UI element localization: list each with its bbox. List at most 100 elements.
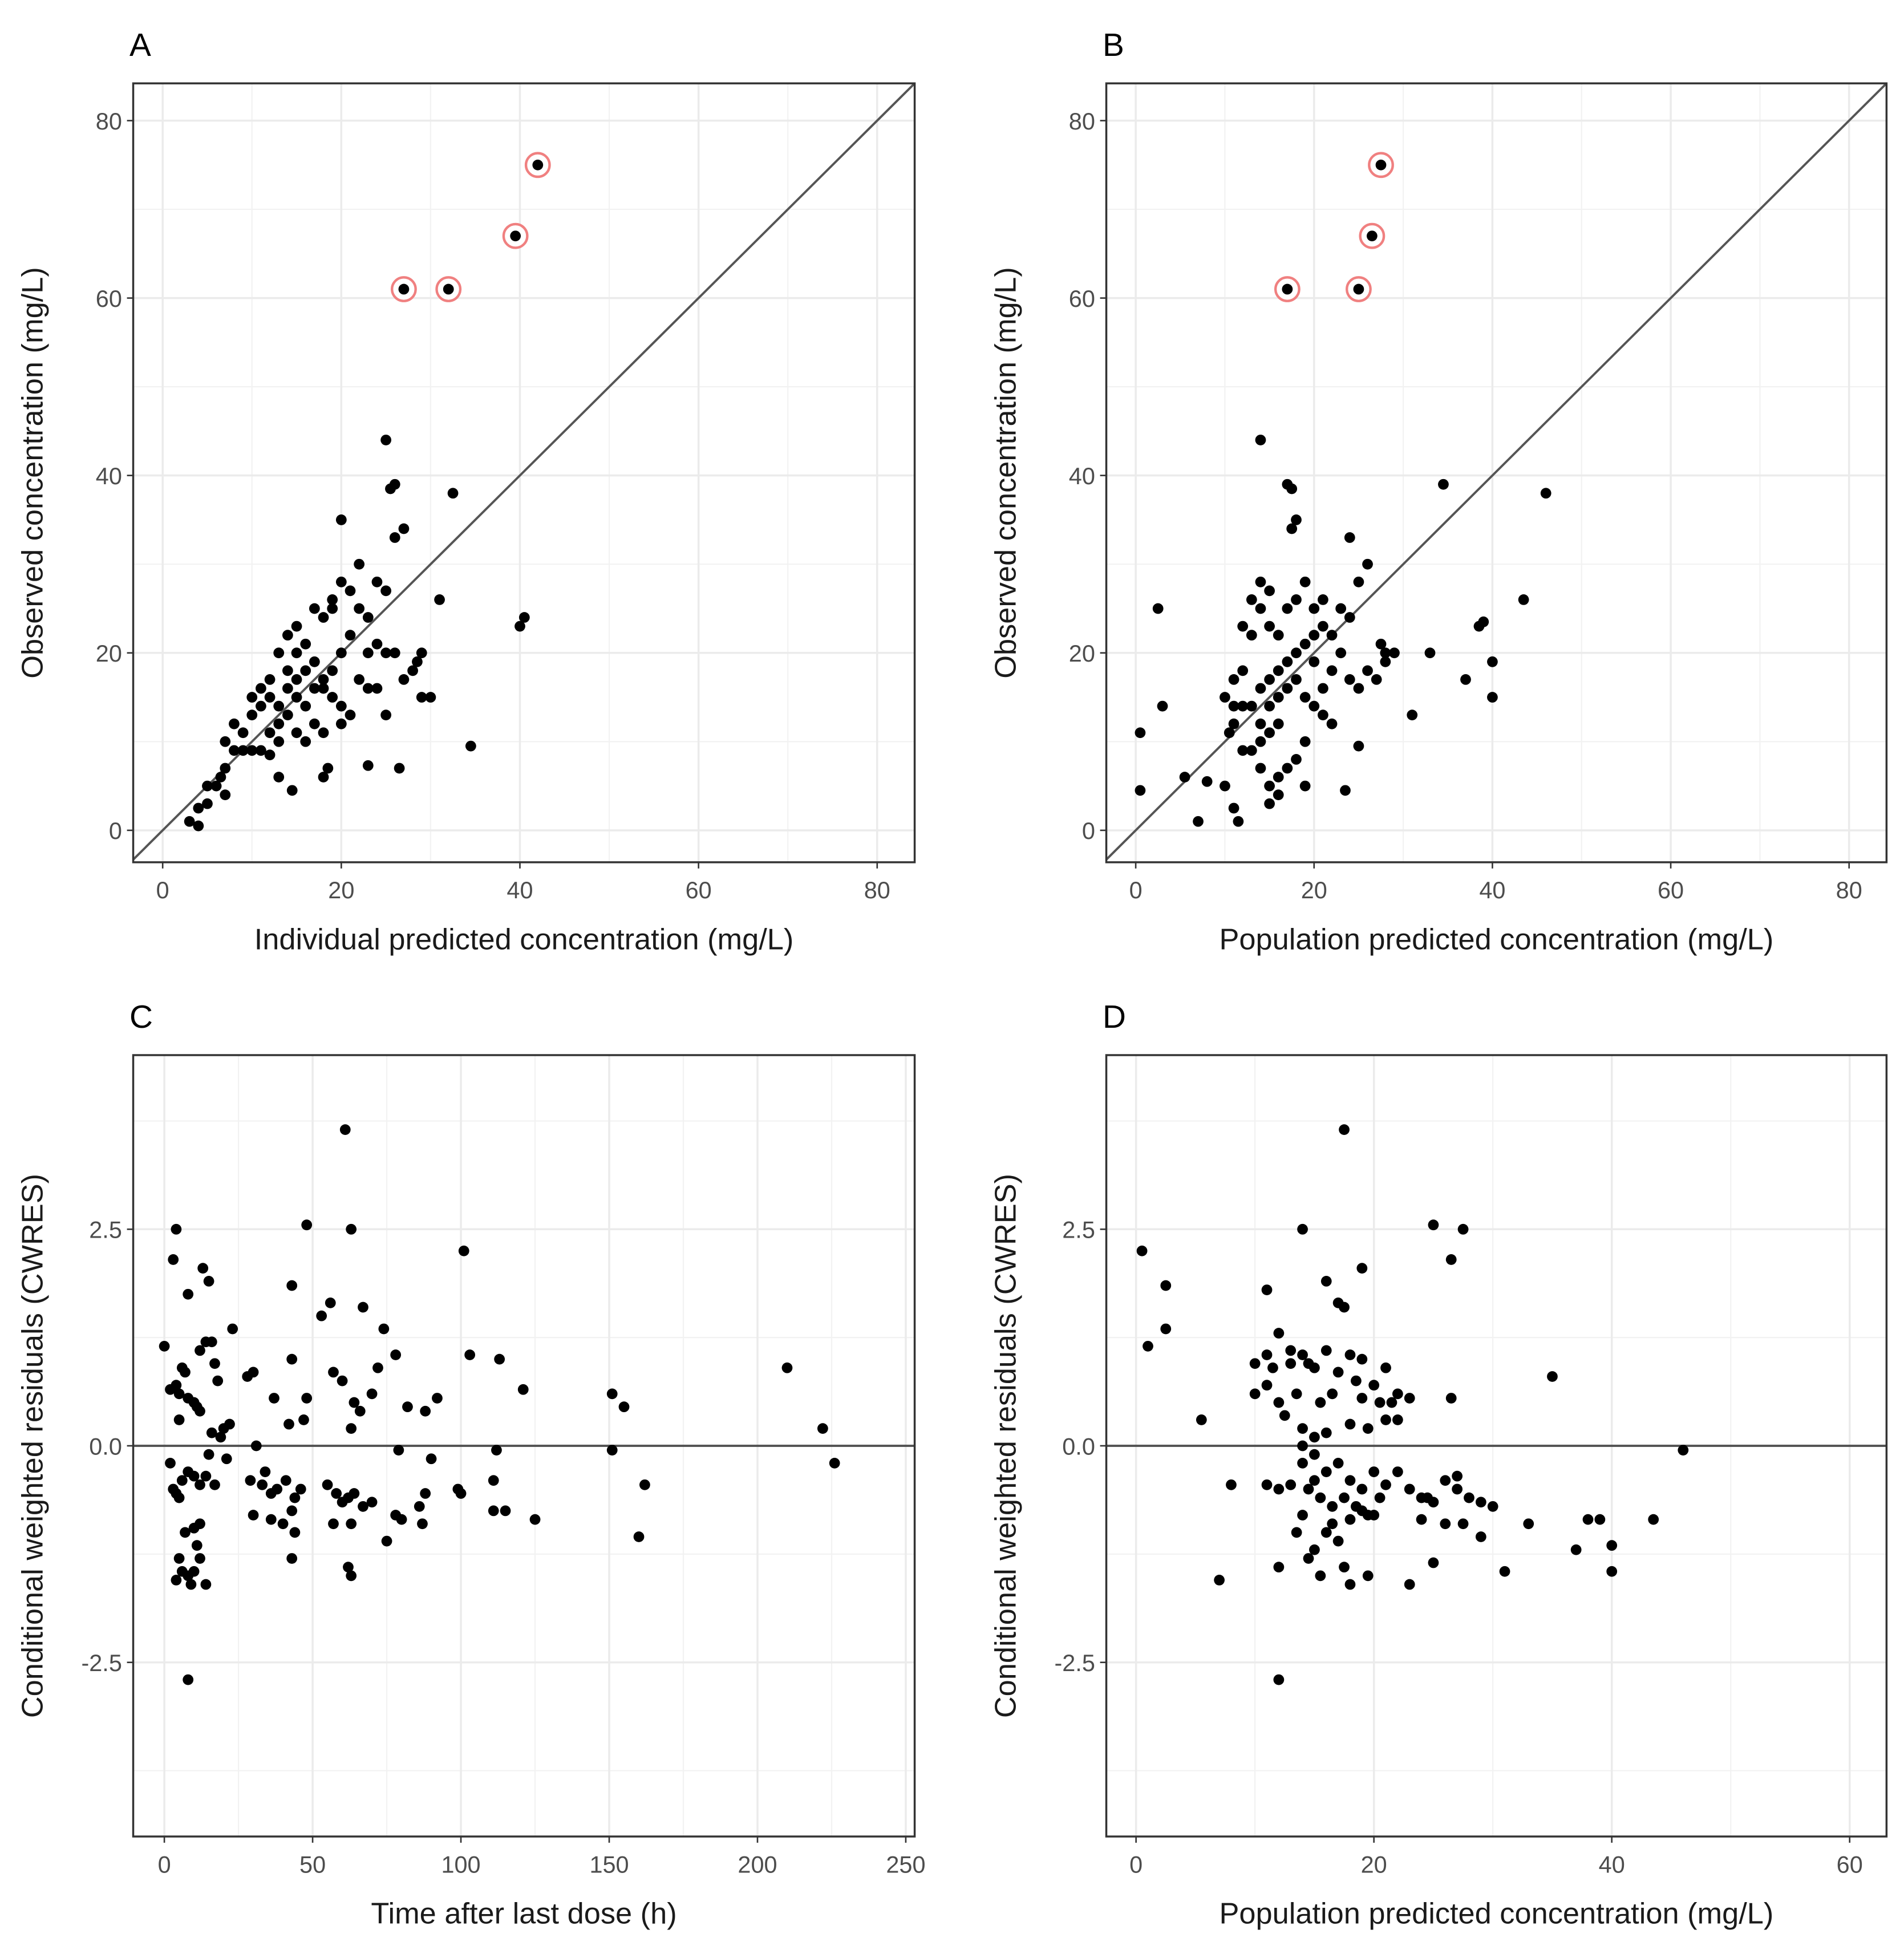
data-point xyxy=(1353,576,1364,587)
data-point xyxy=(1339,1302,1350,1313)
data-point xyxy=(300,700,311,712)
data-point xyxy=(1273,789,1284,801)
panel-border xyxy=(1105,82,1888,863)
y-tick-label: 80 xyxy=(1069,108,1095,135)
data-point xyxy=(1424,647,1436,659)
data-point xyxy=(250,1440,262,1452)
data-point xyxy=(417,1518,428,1530)
data-point xyxy=(1261,1349,1273,1360)
data-point xyxy=(1475,1531,1486,1542)
highlighted-data-point xyxy=(443,283,454,295)
data-point xyxy=(1309,1544,1320,1555)
data-point xyxy=(398,523,410,534)
data-point xyxy=(346,1570,357,1582)
data-point xyxy=(1606,1540,1618,1551)
data-point xyxy=(1264,700,1275,712)
data-point xyxy=(1344,612,1355,623)
data-point xyxy=(197,1263,209,1274)
data-point xyxy=(1326,665,1338,676)
data-point xyxy=(416,692,427,703)
data-point xyxy=(282,710,293,721)
data-point xyxy=(1389,647,1400,659)
data-point xyxy=(212,1375,224,1386)
data-point xyxy=(346,1423,357,1434)
data-point xyxy=(354,1405,366,1417)
y-tick-label: 60 xyxy=(1069,285,1095,312)
data-point xyxy=(331,1488,342,1499)
data-point xyxy=(1380,1414,1391,1425)
data-point xyxy=(277,1518,289,1530)
data-point xyxy=(325,1298,336,1308)
data-point xyxy=(1193,816,1204,827)
x-tick-label: 40 xyxy=(507,877,533,903)
y-axis-title: Observed concentration (mg/L) xyxy=(989,267,1022,679)
data-point xyxy=(1375,638,1387,650)
data-point xyxy=(1135,727,1146,739)
data-point xyxy=(1332,1367,1344,1378)
highlighted-data-point xyxy=(510,230,521,242)
x-tick-label: 80 xyxy=(864,877,890,903)
data-point xyxy=(1309,603,1320,614)
data-point xyxy=(246,692,258,703)
data-point xyxy=(407,665,418,676)
data-point xyxy=(1179,772,1190,783)
data-point xyxy=(318,683,329,694)
data-point xyxy=(1335,647,1347,659)
data-point xyxy=(1220,692,1230,703)
data-point xyxy=(1332,1535,1344,1547)
data-point xyxy=(264,727,276,739)
data-point xyxy=(1473,621,1485,632)
data-point xyxy=(195,1405,205,1417)
data-point xyxy=(371,638,383,650)
data-point xyxy=(335,514,347,525)
data-point xyxy=(1404,1579,1415,1590)
data-point xyxy=(195,1479,205,1490)
data-point xyxy=(229,745,240,756)
data-point xyxy=(1487,1501,1498,1512)
data-point xyxy=(1237,745,1249,756)
data-point xyxy=(371,576,383,587)
data-point xyxy=(1678,1445,1689,1456)
data-point xyxy=(1264,780,1275,792)
data-point xyxy=(1318,621,1328,632)
data-point xyxy=(191,1540,202,1551)
data-point xyxy=(380,585,392,597)
data-point xyxy=(183,1288,194,1300)
data-point xyxy=(529,1514,541,1525)
data-point xyxy=(291,647,302,659)
data-point xyxy=(1499,1566,1510,1577)
data-point xyxy=(1309,630,1320,641)
data-point xyxy=(220,736,231,747)
data-point xyxy=(1374,1492,1386,1503)
data-point xyxy=(1422,1492,1433,1503)
data-point xyxy=(1582,1514,1594,1525)
data-point xyxy=(1299,780,1311,792)
data-point xyxy=(210,780,222,792)
data-point xyxy=(1344,1514,1356,1525)
data-point xyxy=(168,1254,179,1265)
data-point xyxy=(1362,1570,1374,1582)
data-point xyxy=(184,816,195,827)
data-point xyxy=(1594,1514,1606,1525)
data-point xyxy=(209,1479,220,1490)
data-point xyxy=(1273,718,1284,729)
data-point xyxy=(345,710,356,721)
data-point xyxy=(1356,1263,1368,1274)
data-point xyxy=(1160,1323,1172,1335)
data-point xyxy=(173,1388,185,1400)
data-point xyxy=(1540,488,1551,499)
data-point xyxy=(309,683,320,694)
panel-label: A xyxy=(129,27,151,63)
y-tick-label: 0 xyxy=(1082,817,1095,844)
data-point xyxy=(1487,656,1498,667)
data-point xyxy=(291,621,302,632)
data-point xyxy=(1226,1479,1237,1490)
data-point xyxy=(1339,1492,1350,1503)
data-point xyxy=(327,594,338,605)
data-point xyxy=(354,674,365,685)
data-point xyxy=(1297,1349,1308,1360)
data-point xyxy=(1356,1483,1368,1495)
x-tick-label: 80 xyxy=(1836,877,1862,903)
data-point xyxy=(518,612,530,623)
